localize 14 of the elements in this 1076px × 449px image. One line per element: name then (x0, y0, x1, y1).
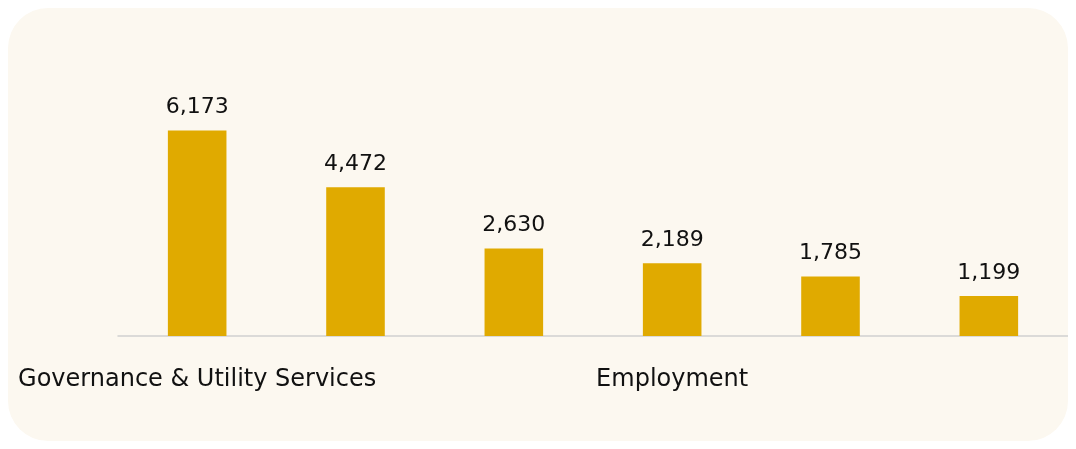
data-label: 1,785 (799, 239, 862, 265)
data-label: 2,189 (640, 225, 704, 251)
bar (801, 276, 860, 336)
data-label: 6,173 (165, 93, 229, 119)
data-label: 2,630 (482, 210, 546, 236)
bar (326, 187, 385, 336)
bar (484, 248, 544, 336)
data-label: 4,472 (324, 149, 387, 175)
data-label: 1,199 (957, 258, 1021, 284)
x-tick-label: Governance & Utility Services (18, 364, 377, 392)
x-tick-label: Employment (596, 364, 749, 392)
bar (959, 296, 1019, 336)
bar (642, 263, 702, 336)
bar (167, 130, 227, 336)
